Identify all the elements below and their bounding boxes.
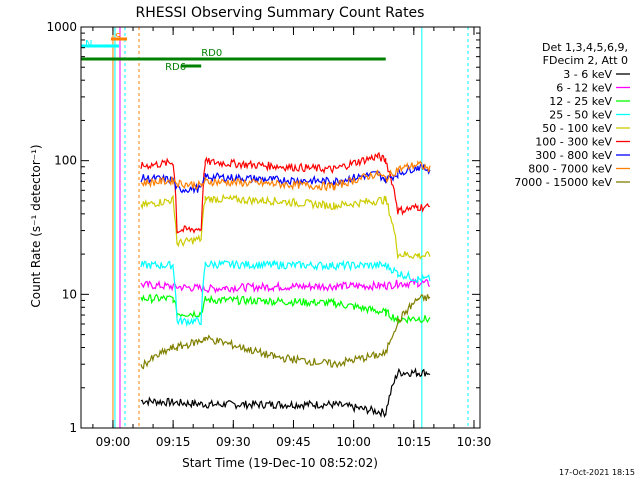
series-line-2	[140, 277, 431, 294]
flag-label-n: N	[85, 39, 92, 50]
series-line-9	[140, 294, 431, 370]
legend-header-line-1: Det 1,3,4,5,6,9,	[542, 41, 628, 54]
series-8-trace	[140, 160, 431, 192]
flag-label-s: S	[115, 32, 121, 43]
flag-label-rd6: RD6	[165, 62, 186, 73]
axes: 1 10 100 1000 09:00 09:15 09:30 09:45 10:00 10:15…	[46, 20, 491, 449]
legend-label-1: 3 - 6 keV	[563, 68, 612, 81]
series-6-trace	[140, 151, 430, 234]
y-tick-label: 10	[62, 287, 77, 301]
y-tick-label: 100	[54, 154, 77, 168]
legend-label-4: 25 - 50 keV	[549, 109, 612, 122]
legend-label-7: 300 - 800 keV	[535, 149, 612, 162]
legend-label-8: 800 - 7000 keV	[528, 163, 612, 176]
flag-label-rd0: RD0	[201, 48, 222, 59]
plot-area: S N RD0 RD6	[81, 27, 469, 428]
x-tick-label: 10:30	[457, 435, 492, 449]
x-tick-label: 10:00	[336, 435, 371, 449]
series-1-trace	[140, 367, 431, 419]
y-axis-label: Count Rate (s⁻¹ detector⁻¹)	[29, 144, 43, 307]
series-4-trace	[140, 259, 431, 328]
y-tick-label: 1	[69, 421, 77, 435]
x-tick-label: 10:15	[397, 435, 432, 449]
series-line-3	[140, 293, 431, 325]
legend-label-2: 6 - 12 keV	[556, 82, 612, 95]
chart-title: RHESSI Observing Summary Count Rates	[136, 5, 425, 21]
series-line-8	[140, 160, 431, 192]
series-2-trace	[140, 277, 431, 294]
footer-date: 17-Oct-2021 18:15	[559, 468, 635, 477]
legend-label-6: 100 - 300 keV	[535, 136, 612, 149]
x-tick-label: 09:00	[96, 435, 131, 449]
series-line-6	[140, 151, 430, 234]
x-tick-label: 09:45	[276, 435, 311, 449]
legend-header-line-2: FDecim 2, Att 0	[543, 54, 628, 67]
plot-frame	[80, 26, 481, 429]
y-tick-label: 1000	[46, 20, 77, 34]
series-3-trace	[140, 293, 431, 325]
series-5-trace	[140, 193, 431, 260]
series-9-trace	[140, 294, 431, 370]
legend-label-5: 50 - 100 keV	[542, 122, 612, 135]
x-tick-label: 09:30	[216, 435, 251, 449]
x-tick-label: 09:15	[156, 435, 191, 449]
x-axis-label: Start Time (19-Dec-10 08:52:02)	[182, 456, 378, 470]
legend-label-9: 7000 - 15000 keV	[514, 176, 612, 189]
series-line-4	[140, 259, 431, 328]
series-line-1	[140, 367, 431, 419]
series-line-5	[140, 193, 431, 260]
legend-label-3: 12 - 25 keV	[549, 95, 612, 108]
